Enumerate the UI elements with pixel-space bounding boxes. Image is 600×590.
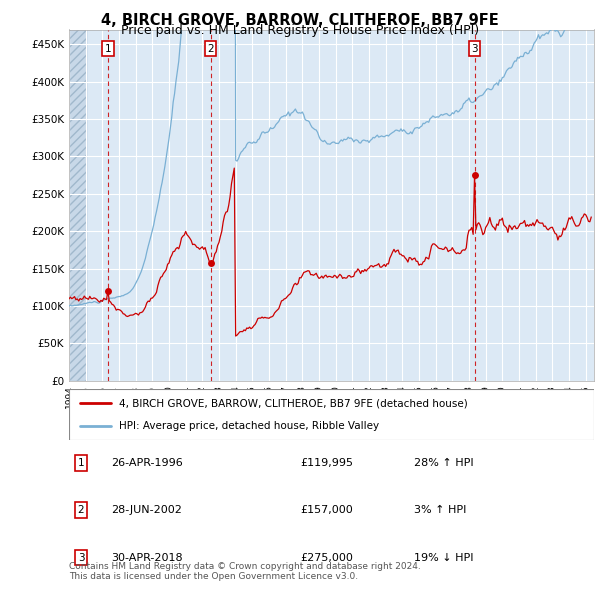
Text: 2: 2	[77, 506, 85, 515]
Text: £119,995: £119,995	[300, 458, 353, 468]
Text: 2: 2	[207, 44, 214, 54]
Text: 3: 3	[471, 44, 478, 54]
Text: 28% ↑ HPI: 28% ↑ HPI	[414, 458, 473, 468]
Text: 28-JUN-2002: 28-JUN-2002	[111, 506, 182, 515]
Text: 1: 1	[104, 44, 111, 54]
Text: 4, BIRCH GROVE, BARROW, CLITHEROE, BB7 9FE (detached house): 4, BIRCH GROVE, BARROW, CLITHEROE, BB7 9…	[119, 398, 467, 408]
Text: 4, BIRCH GROVE, BARROW, CLITHEROE, BB7 9FE: 4, BIRCH GROVE, BARROW, CLITHEROE, BB7 9…	[101, 13, 499, 28]
Text: 3: 3	[77, 553, 85, 562]
Text: £157,000: £157,000	[300, 506, 353, 515]
Text: HPI: Average price, detached house, Ribble Valley: HPI: Average price, detached house, Ribb…	[119, 421, 379, 431]
Text: 3% ↑ HPI: 3% ↑ HPI	[414, 506, 466, 515]
Text: 19% ↓ HPI: 19% ↓ HPI	[414, 553, 473, 562]
Text: Contains HM Land Registry data © Crown copyright and database right 2024.
This d: Contains HM Land Registry data © Crown c…	[69, 562, 421, 581]
Text: 30-APR-2018: 30-APR-2018	[111, 553, 182, 562]
Bar	[69, 30, 87, 381]
Text: Price paid vs. HM Land Registry's House Price Index (HPI): Price paid vs. HM Land Registry's House …	[121, 24, 479, 37]
FancyBboxPatch shape	[69, 389, 594, 440]
Text: 26-APR-1996: 26-APR-1996	[111, 458, 183, 468]
Text: £275,000: £275,000	[300, 553, 353, 562]
Text: 1: 1	[77, 458, 85, 468]
